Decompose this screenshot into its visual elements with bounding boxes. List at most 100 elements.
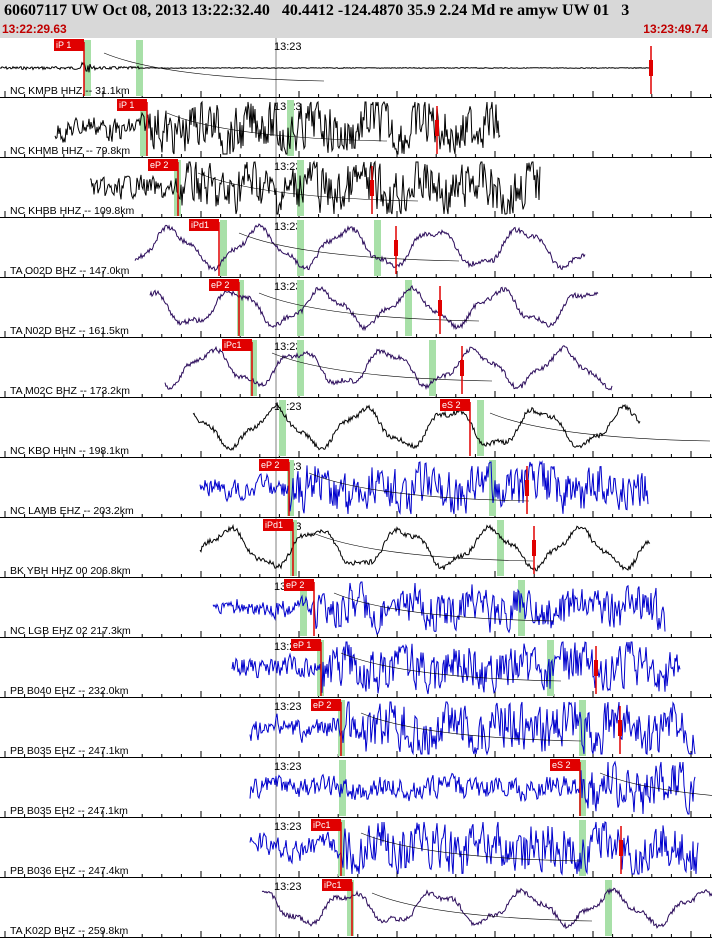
amplitude-box bbox=[619, 840, 623, 856]
pick-flag[interactable] bbox=[284, 579, 314, 591]
pick-label: iPc1 bbox=[224, 340, 242, 350]
phase-window bbox=[429, 340, 436, 396]
waveform bbox=[149, 285, 599, 332]
pick-label: eS 2 bbox=[442, 400, 461, 410]
travel-time-curve bbox=[340, 652, 562, 682]
pick-flag[interactable] bbox=[222, 339, 252, 351]
minute-label: 13:23 bbox=[274, 761, 302, 773]
station-label: NC KHMB HHZ -- 79.8km bbox=[10, 145, 130, 157]
header-bar: 60607117 UW Oct 08, 2013 13:22:32.40 40.… bbox=[0, 0, 712, 38]
waveform bbox=[249, 821, 699, 876]
pick-flag[interactable] bbox=[311, 819, 341, 831]
pick-label: iPd1 bbox=[191, 220, 209, 230]
station-label: TA M02C BHZ -- 173.2km bbox=[10, 385, 130, 397]
pick-label: iPc1 bbox=[313, 820, 331, 830]
travel-time-curve bbox=[312, 532, 534, 562]
trace-row[interactable]: 13:23iPd1BK YBH HHZ 00 206.8km bbox=[0, 518, 712, 578]
pick-label: eS 2 bbox=[552, 760, 571, 770]
travel-time-curve bbox=[258, 292, 480, 322]
amplitude-box bbox=[649, 60, 653, 76]
travel-time-curve bbox=[360, 712, 582, 742]
pick-flag[interactable] bbox=[263, 519, 293, 531]
minute-label: 13:23 bbox=[274, 701, 302, 713]
trace-row[interactable]: 13:23 iPc1 PB B036 EHZ -- 247.4km bbox=[0, 818, 712, 878]
phase-window bbox=[250, 340, 257, 396]
seismogram-panel[interactable]: 13:23 iP 1 NC KMPB HHZ -- 31.1km 13:23 iP 1 N… bbox=[0, 38, 712, 938]
amplitude-box bbox=[525, 480, 529, 496]
pick-label: eP 2 bbox=[150, 160, 168, 170]
phase-window bbox=[489, 460, 496, 516]
station-label: TA K02D BHZ -- 259.8km bbox=[10, 925, 129, 937]
pick-label: iP 1 bbox=[119, 100, 134, 110]
trace-row[interactable]: 13:23 eS 2 PB B035 EH2 -- 247.1km bbox=[0, 758, 712, 818]
trace-row[interactable]: 13:23 eP 2 PB B035 EHZ -- 247.1km bbox=[0, 698, 712, 758]
travel-time-curve bbox=[489, 412, 711, 442]
phase-window bbox=[297, 280, 304, 336]
amplitude-box bbox=[435, 120, 439, 136]
travel-time-curve bbox=[271, 352, 493, 382]
station-label: NC LAMB EHZ -- 203.2km bbox=[10, 505, 134, 517]
pick-flag[interactable] bbox=[322, 879, 352, 891]
station-label: NC KMPB HHZ -- 31.1km bbox=[10, 85, 130, 97]
amplitude-box bbox=[532, 540, 536, 556]
phase-window bbox=[237, 280, 244, 336]
pick-label: iPc1 bbox=[324, 880, 342, 890]
phase-window bbox=[579, 700, 586, 756]
travel-time-curve bbox=[599, 772, 712, 796]
phase-window bbox=[140, 100, 147, 156]
phase-window bbox=[220, 220, 227, 276]
pick-flag[interactable] bbox=[209, 279, 239, 291]
waveform bbox=[249, 701, 696, 756]
amplitude-box bbox=[594, 660, 598, 676]
amplitude-box bbox=[618, 720, 622, 736]
waveform bbox=[249, 760, 696, 815]
phase-window bbox=[297, 220, 304, 276]
pick-label: eP 2 bbox=[286, 580, 304, 590]
station-label: NC LGB EHZ 02 217.3km bbox=[10, 625, 131, 637]
pick-flag[interactable] bbox=[291, 639, 321, 651]
phase-window bbox=[405, 280, 412, 336]
trace-row[interactable]: 13:23 iPc1 TA K02D BHZ -- 259.8km bbox=[0, 878, 712, 938]
station-label: NC KBO HHN -- 198.1km bbox=[10, 445, 129, 457]
pick-flag[interactable] bbox=[440, 399, 470, 411]
pick-flag[interactable] bbox=[550, 759, 580, 771]
phase-window bbox=[605, 880, 612, 936]
amplitude-box bbox=[438, 300, 442, 316]
trace-row[interactable]: 13:23 iPd1 TA O02D BHZ -- 147.0km bbox=[0, 218, 712, 278]
phase-window bbox=[279, 400, 286, 456]
pick-flag[interactable] bbox=[54, 39, 84, 51]
waveform bbox=[0, 60, 651, 73]
station-label: PB B035 EH2 -- 247.1km bbox=[10, 805, 128, 817]
pick-label: iPd1 bbox=[265, 520, 283, 530]
travel-time-curve bbox=[197, 172, 419, 202]
station-label: NC KHBB HHZ -- 109.8km bbox=[10, 205, 135, 217]
pick-flag[interactable] bbox=[189, 219, 219, 231]
start-time: 13:22:29.63 bbox=[2, 22, 67, 36]
waveform bbox=[231, 641, 681, 695]
pick-flag[interactable] bbox=[117, 99, 147, 111]
trace-row[interactable]: 13:23 eP 2 TA N02D BHZ -- 161.5km bbox=[0, 278, 712, 338]
minute-label: 13:23 bbox=[274, 821, 302, 833]
minute-label: 13:23 bbox=[274, 41, 302, 53]
trace-row[interactable]: 13:23 eS 2NC KBO HHN -- 198.1km bbox=[0, 398, 712, 458]
phase-window bbox=[297, 340, 304, 396]
trace-row[interactable]: 13:23 eP 2 NC KHBB HHZ -- 109.8km bbox=[0, 158, 712, 218]
station-label: PB B035 EHZ -- 247.1km bbox=[10, 745, 129, 757]
pick-flag[interactable] bbox=[259, 459, 289, 471]
pick-label: eP 2 bbox=[211, 280, 229, 290]
minute-label: 13:23 bbox=[274, 221, 302, 233]
trace-row[interactable]: 13:23 iP 1 NC KMPB HHZ -- 31.1km bbox=[0, 38, 712, 98]
trace-row[interactable]: 13:23 iPc1 TA M02C BHZ -- 173.2km bbox=[0, 338, 712, 398]
pick-label: eP 1 bbox=[293, 640, 311, 650]
pick-flag[interactable] bbox=[148, 159, 178, 171]
waveform bbox=[192, 403, 641, 451]
waveform bbox=[261, 887, 712, 930]
phase-window bbox=[497, 520, 504, 576]
station-label: TA O02D BHZ -- 147.0km bbox=[10, 265, 130, 277]
pick-flag[interactable] bbox=[311, 699, 341, 711]
waveform bbox=[212, 581, 666, 635]
